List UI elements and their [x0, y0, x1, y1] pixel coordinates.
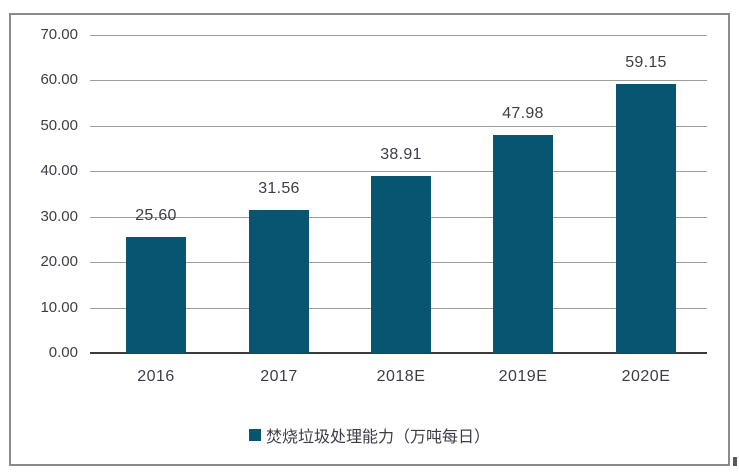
y-axis-tick-label-60.00: 60.00 — [40, 71, 78, 88]
gridline-50.00 — [90, 126, 707, 127]
legend-marker-icon — [248, 429, 261, 441]
y-axis-tick-label-40.00: 40.00 — [40, 162, 78, 179]
bar-2020E — [616, 84, 676, 353]
y-axis-tick-label-10.00: 10.00 — [40, 299, 78, 316]
gridline-70.00 — [90, 35, 707, 36]
x-axis-label-2018E: 2018E — [376, 368, 426, 385]
bar-2018E — [371, 176, 431, 353]
y-axis-tick-label-20.00: 20.00 — [40, 253, 78, 270]
x-axis-label-2017: 2017 — [260, 368, 298, 385]
x-axis-label-2019E: 2019E — [498, 368, 548, 385]
value-label-2018E: 38.91 — [380, 146, 422, 163]
bar-2016 — [126, 237, 186, 353]
bar-2017 — [249, 210, 309, 353]
y-axis-tick-label-70.00: 70.00 — [40, 26, 78, 43]
value-label-2019E: 47.98 — [502, 105, 544, 122]
legend-label: 焚烧垃圾处理能力（万吨每日） — [265, 429, 490, 446]
value-label-2016: 25.60 — [135, 207, 177, 224]
corner-artifact-mark — [733, 457, 737, 466]
value-label-2020E: 59.15 — [625, 54, 667, 71]
legend: 焚烧垃圾处理能力（万吨每日） — [9, 424, 730, 446]
y-axis-tick-label-0.00: 0.00 — [48, 344, 78, 361]
bar-2019E — [493, 135, 553, 353]
gridline-40.00 — [90, 171, 707, 172]
x-axis-label-2016: 2016 — [137, 368, 175, 385]
chart-frame — [9, 13, 730, 466]
gridline-60.00 — [90, 80, 707, 81]
y-axis-tick-label-30.00: 30.00 — [40, 208, 78, 225]
value-label-2017: 31.56 — [258, 180, 300, 197]
x-axis-line — [90, 352, 707, 354]
y-axis-tick-label-50.00: 50.00 — [40, 117, 78, 134]
x-axis-label-2020E: 2020E — [621, 368, 671, 385]
